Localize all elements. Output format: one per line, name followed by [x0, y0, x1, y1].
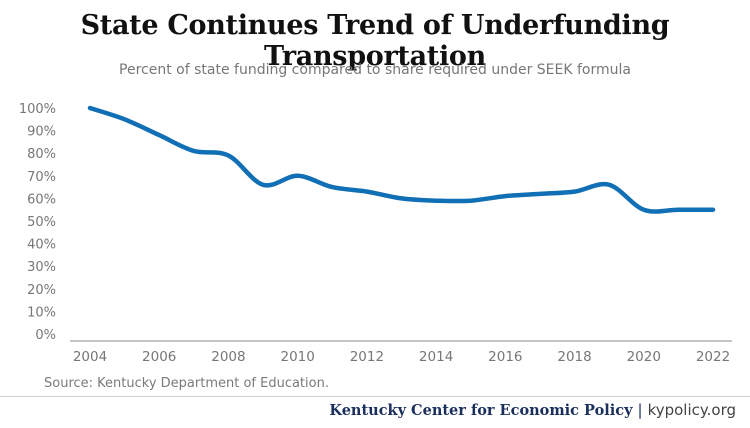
y-tick-label: 30%: [27, 260, 56, 275]
series-line: [87, 105, 716, 214]
footer-divider: [0, 396, 750, 397]
x-tick-label: 2020: [627, 349, 661, 365]
x-tick-label: 2006: [142, 349, 176, 365]
y-tick-label: 20%: [27, 283, 56, 298]
x-tick-label: 2012: [350, 349, 384, 365]
x-tick-label: 2014: [419, 349, 453, 365]
footer-separator: |: [637, 401, 643, 419]
y-tick-label: 40%: [27, 238, 56, 253]
x-tick-label: 2008: [211, 349, 245, 365]
x-tick-label: 2016: [488, 349, 522, 365]
line-chart: 0% 10% 20% 30% 40% 50% 60% 70% 80% 90% 100% 2004 200…: [19, 102, 732, 365]
y-tick-label: 0%: [35, 328, 56, 343]
x-tick-label: 2022: [696, 349, 730, 365]
y-tick-label: 80%: [27, 147, 56, 162]
y-tick-label: 90%: [27, 125, 56, 140]
y-tick-label: 50%: [27, 215, 56, 230]
chart-title: State Continues Trend of Underfunding Tr…: [80, 10, 670, 72]
footer-organization: Kentucky Center for Economic Policy: [329, 402, 633, 419]
x-tick-label: 2010: [280, 349, 314, 365]
x-tick-label: 2018: [557, 349, 591, 365]
footer: Kentucky Center for Economic Policy | kypo…: [329, 401, 736, 419]
x-tick-label: 2004: [73, 349, 107, 365]
chart-subtitle: Percent of state funding compared to sha…: [119, 62, 631, 78]
y-tick-label: 10%: [27, 305, 56, 320]
footer-url[interactable]: kypolicy.org: [647, 401, 736, 419]
y-tick-label: 70%: [27, 170, 56, 185]
source-note: Source: Kentucky Department of Education…: [44, 376, 329, 391]
y-tick-label: 100%: [19, 102, 56, 117]
y-tick-label: 60%: [27, 192, 56, 207]
